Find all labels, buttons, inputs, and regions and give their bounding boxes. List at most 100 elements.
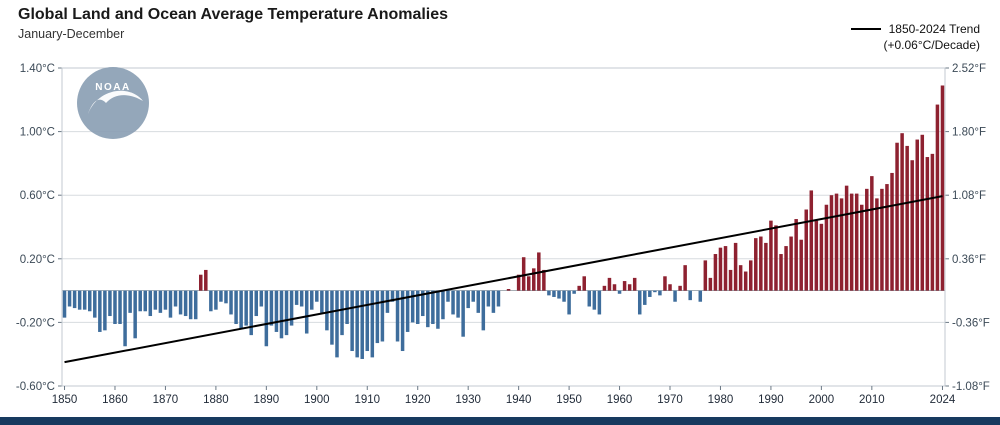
bar-1911 xyxy=(370,290,375,358)
y-axis-label-fahrenheit: 1.80°F xyxy=(952,127,986,139)
bar-1940 xyxy=(516,274,521,291)
bar-1984 xyxy=(738,265,743,291)
bar-1866 xyxy=(143,290,148,312)
bar-1910 xyxy=(365,290,370,352)
bar-1865 xyxy=(138,290,142,312)
bar-1885 xyxy=(239,290,243,329)
bar-1930 xyxy=(466,290,470,309)
bar-1977 xyxy=(703,260,708,291)
bar-1909 xyxy=(360,290,364,359)
x-axis-label: 2010 xyxy=(859,394,885,406)
bar-1983 xyxy=(733,242,738,291)
bar-1993 xyxy=(784,246,788,291)
bar-1963 xyxy=(632,277,637,291)
x-axis-label: 1930 xyxy=(455,394,481,406)
y-axis-label-fahrenheit: 0.36°F xyxy=(952,254,986,266)
y-axis-label-celsius: 0.60°C xyxy=(20,190,55,202)
bar-1938 xyxy=(506,289,511,291)
bar-1987 xyxy=(754,238,758,291)
bar-1916 xyxy=(395,290,400,342)
noaa-logo xyxy=(77,67,149,139)
y-axis-label-celsius: 1.40°C xyxy=(20,63,55,75)
bar-1881 xyxy=(219,290,223,302)
bar-1976 xyxy=(698,290,703,302)
bar-1981 xyxy=(723,246,728,291)
bar-1892 xyxy=(274,290,279,332)
chart-header: Global Land and Ocean Average Temperatur… xyxy=(18,6,448,41)
bar-2018 xyxy=(910,160,914,291)
bar-1902 xyxy=(325,290,329,331)
bar-1932 xyxy=(476,290,481,313)
bar-1876 xyxy=(193,290,198,320)
y-axis-label-celsius: -0.60°C xyxy=(16,381,55,393)
trend-line-swatch xyxy=(850,28,881,31)
chart-subtitle: January-December xyxy=(18,27,125,41)
bar-1893 xyxy=(279,290,284,339)
bar-1943 xyxy=(532,268,536,291)
bar-1947 xyxy=(552,290,556,297)
x-axis-label: 1860 xyxy=(102,394,128,406)
bar-1922 xyxy=(426,290,430,328)
bar-2020 xyxy=(920,134,925,291)
x-axis-label: 1890 xyxy=(254,394,280,406)
bar-1996 xyxy=(799,239,803,291)
bar-1875 xyxy=(188,290,193,320)
plot-frame xyxy=(61,67,946,387)
bar-1860 xyxy=(113,290,117,324)
bar-1891 xyxy=(269,290,274,326)
page-title: Global Land and Ocean Average Temperatur… xyxy=(18,6,449,23)
bar-1980 xyxy=(718,247,723,291)
bar-1985 xyxy=(743,271,748,291)
bar-1954 xyxy=(587,290,592,307)
x-axis-label: 1950 xyxy=(556,394,582,406)
bar-1870 xyxy=(163,290,168,310)
bar-1982 xyxy=(728,269,733,291)
bar-1995 xyxy=(794,219,798,291)
bar-1924 xyxy=(436,290,440,329)
bar-2004 xyxy=(839,198,844,291)
y-axis-label-fahrenheit: 1.08°F xyxy=(952,190,986,202)
bar-1858 xyxy=(103,290,107,331)
bar-1897 xyxy=(299,290,304,307)
bar-1957 xyxy=(602,285,607,291)
bar-1877 xyxy=(199,274,203,291)
x-axis-label: 1970 xyxy=(657,394,683,406)
trend-legend-label: 1850-2024 Trend xyxy=(888,22,980,36)
bar-1941 xyxy=(521,257,526,291)
bar-1859 xyxy=(108,290,112,317)
bar-1908 xyxy=(355,290,359,358)
bar-1979 xyxy=(713,254,718,291)
x-axis-label: 1940 xyxy=(506,394,532,406)
x-axis-label: 1960 xyxy=(607,394,633,406)
bar-1942 xyxy=(526,276,531,291)
bar-1871 xyxy=(168,290,173,318)
bar-1955 xyxy=(592,290,597,310)
x-axis-label: 2024 xyxy=(930,394,956,406)
bar-2010 xyxy=(870,176,874,291)
y-axis-label-fahrenheit: -0.36°F xyxy=(952,317,990,329)
bar-2009 xyxy=(865,188,869,291)
bar-1990 xyxy=(769,220,773,291)
bar-1879 xyxy=(209,290,213,312)
bar-1960 xyxy=(617,290,622,294)
bar-1886 xyxy=(244,290,248,326)
bar-1903 xyxy=(330,290,334,345)
bar-1946 xyxy=(547,290,551,296)
bar-1850 xyxy=(62,290,67,318)
bar-1895 xyxy=(289,290,294,326)
bar-2008 xyxy=(859,204,864,291)
bar-1933 xyxy=(481,290,486,331)
bar-1972 xyxy=(678,285,682,291)
x-axis-label: 1880 xyxy=(203,394,229,406)
y-axis-label-celsius: 0.20°C xyxy=(20,254,55,266)
bar-2007 xyxy=(854,193,859,291)
bar-2001 xyxy=(824,204,829,291)
bar-2011 xyxy=(875,198,879,291)
bar-1998 xyxy=(809,190,814,291)
trend-legend-sublabel: (+0.06°C/Decade) xyxy=(883,38,980,53)
bar-1931 xyxy=(471,290,475,302)
bar-1889 xyxy=(259,290,264,307)
bar-1857 xyxy=(98,290,102,332)
bar-1898 xyxy=(304,290,309,334)
